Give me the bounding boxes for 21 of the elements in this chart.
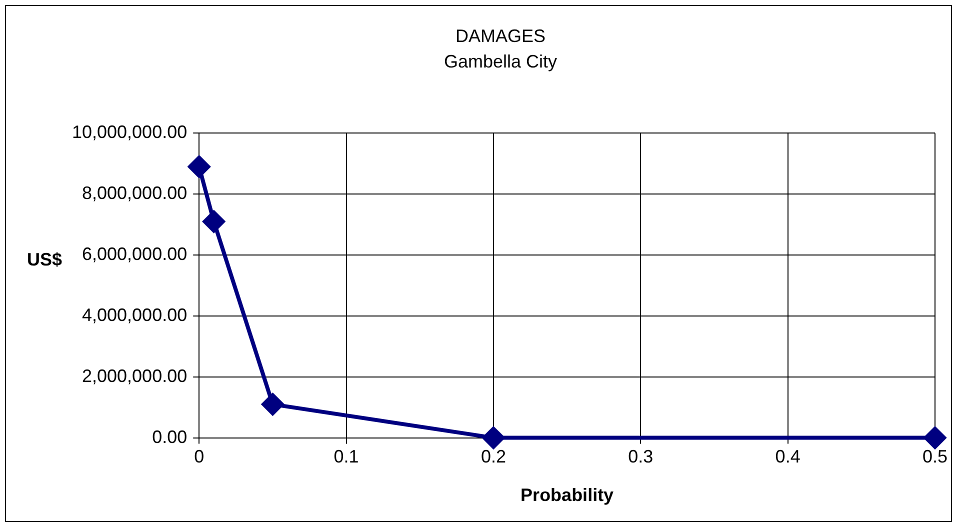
- point: [262, 393, 284, 416]
- y-tick-label: 4,000,000.00: [82, 304, 188, 325]
- x-tick-label: 0: [194, 446, 204, 467]
- chart-subtitle: Gambella City: [444, 51, 558, 72]
- x-tick-label: 0.1: [334, 446, 359, 467]
- y-tick-label: 0.00: [152, 426, 188, 447]
- y-tick-label: 6,000,000.00: [82, 244, 188, 264]
- point: [482, 426, 504, 449]
- y-tick-label: 8,000,000.00: [82, 183, 188, 204]
- point: [924, 426, 946, 449]
- point: [188, 156, 210, 178]
- x-axis-title: Probability: [520, 485, 614, 506]
- x-tick-label: 0.2: [480, 446, 506, 467]
- y-axis-title: US$: [26, 249, 62, 270]
- chart-title: DAMAGES: [455, 26, 546, 46]
- y-tick-label: 2,000,000.00: [82, 366, 188, 386]
- x-tick-label: 0.5: [922, 446, 948, 467]
- point: [202, 210, 225, 233]
- x-tick-label: 0.3: [628, 446, 654, 467]
- y-tick-label: 10,000,000.00: [72, 122, 188, 142]
- x-tick-label: 0.4: [775, 446, 800, 467]
